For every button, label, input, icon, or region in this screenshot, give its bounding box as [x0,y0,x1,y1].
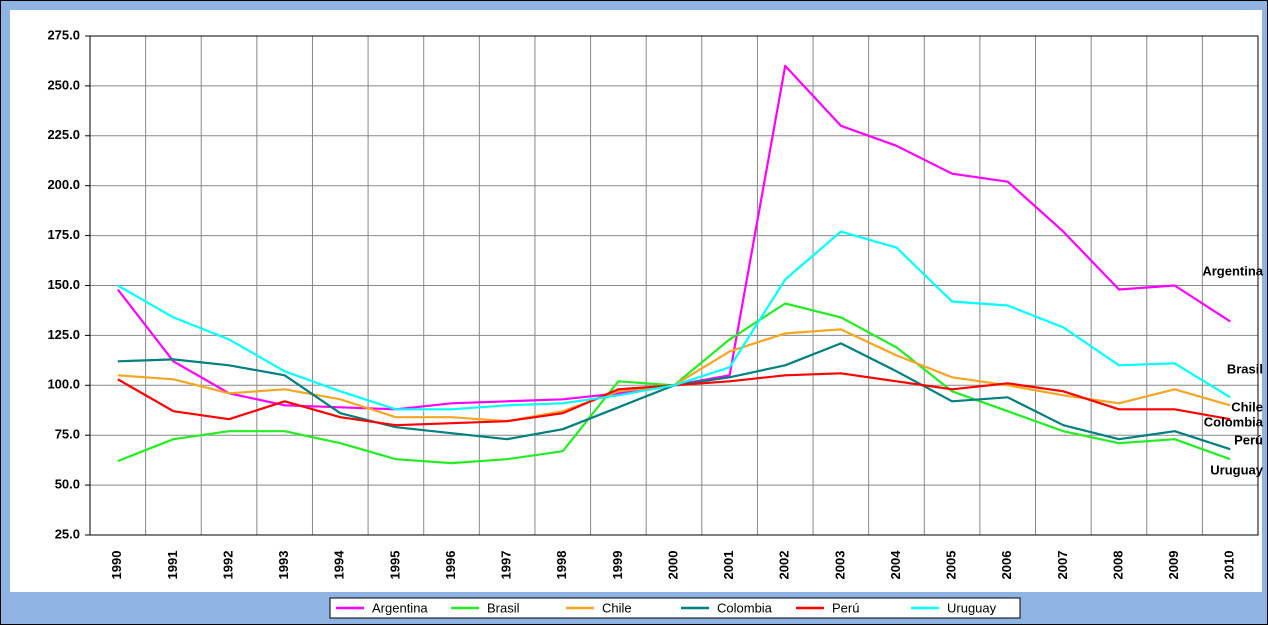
y-tick-label: 175.0 [47,227,80,242]
x-tick-label: 2000 [665,551,680,580]
x-tick-label: 2009 [1166,551,1181,580]
x-tick-label: 1991 [165,551,180,580]
x-tick-label: 2006 [999,551,1014,580]
x-tick-label: 1994 [332,550,347,580]
x-tick-label: 2003 [832,551,847,580]
x-tick-label: 1992 [220,551,235,580]
series-end-label: Colombia [1204,414,1264,429]
x-tick-label: 2007 [1055,551,1070,580]
series-line [117,230,1231,411]
legend-box [329,597,1021,619]
plot-border [89,35,1259,536]
series-end-label: Perú [1234,432,1263,447]
y-tick-label: 75.0 [55,427,80,442]
x-tick-label: 1996 [443,551,458,580]
x-tick-label: 1998 [554,551,569,580]
y-tick-label: 225.0 [47,127,80,142]
y-tick-label: 50.0 [55,477,80,492]
y-tick-label: 100.0 [47,377,80,392]
y-tick-label: 125.0 [47,327,80,342]
x-tick-label: 1999 [610,551,625,580]
legend-label: Chile [602,600,632,615]
y-tick-label: 275.0 [47,27,80,42]
x-tick-label: 2004 [888,550,903,580]
x-tick-label: 1993 [276,551,291,580]
x-tick-label: 1997 [499,551,514,580]
series-end-label: Brasil [1227,361,1263,376]
legend-label: Uruguay [947,600,997,615]
series-end-label: Argentina [1202,263,1263,278]
series-end-label: Chile [1231,399,1263,414]
legend-label: Brasil [487,600,520,615]
x-tick-label: 1995 [387,551,402,580]
y-tick-label: 150.0 [47,277,80,292]
legend-label: Colombia [717,600,773,615]
legend-label: Perú [832,600,859,615]
x-tick-label: 1990 [109,551,124,580]
y-tick-label: 200.0 [47,177,80,192]
y-tick-label: 25.0 [55,526,80,541]
x-tick-label: 2005 [944,551,959,580]
legend-label: Argentina [372,600,428,615]
series-end-label: Uruguay [1210,462,1264,477]
x-tick-label: 2010 [1222,551,1237,580]
y-tick-label: 250.0 [47,77,80,92]
x-tick-label: 2001 [721,551,736,580]
x-tick-label: 2008 [1110,551,1125,580]
x-tick-label: 2002 [777,551,792,580]
